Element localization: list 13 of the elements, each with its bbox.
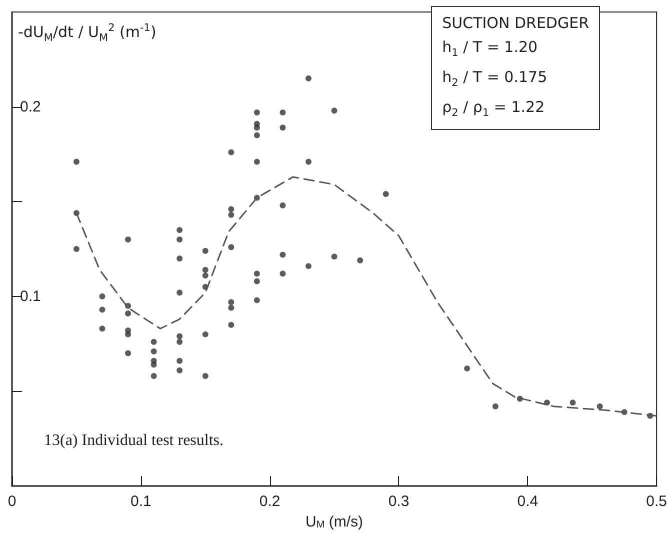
- x-tick-label: 0.1: [130, 493, 152, 510]
- x-tick-label: 0.3: [388, 493, 410, 510]
- x-tick-label: 0.5: [646, 493, 668, 510]
- annotation: h$_{2}$ / T = 0.175: [442, 67, 548, 91]
- annotation: ρ$_{2}$ / ρ$_{1}$ = 1.22: [442, 97, 546, 121]
- x-tick-label: 0.2: [259, 493, 280, 510]
- annotation: 13(a) Individual test results.: [44, 432, 224, 450]
- annotation: SUCTION DREDGER: [442, 13, 589, 34]
- x-axis-title: UM (m/s): [306, 514, 364, 530]
- x-tick-label: 0: [8, 493, 16, 510]
- x-tick-label: 0.4: [517, 493, 538, 510]
- y-axis-title: -dU$_{M}$/dt / U$_{M}$$^{2}$ (m$^{-1}$): [16, 20, 158, 46]
- annotation: h$_{1}$ / T = 1.20: [442, 37, 539, 61]
